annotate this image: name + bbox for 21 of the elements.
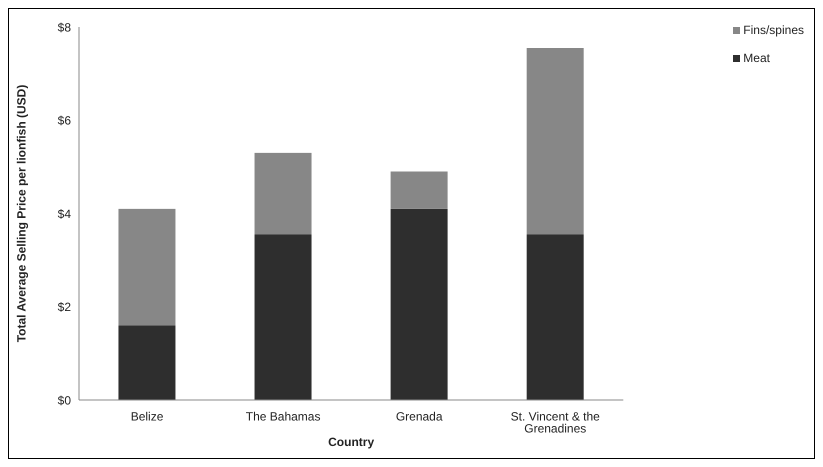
y-tick-label: $0 xyxy=(58,393,72,408)
bar xyxy=(118,325,176,400)
y-axis-title: Total Average Selling Price per lionfish (USD) xyxy=(14,84,28,342)
x-tick-label: The Bahamas xyxy=(246,410,320,424)
bar xyxy=(118,208,176,326)
x-tick-label: St. Vincent & the Grenadines xyxy=(510,410,600,436)
y-tick-label: $2 xyxy=(58,300,72,314)
bar xyxy=(254,152,312,234)
bar xyxy=(526,234,584,400)
bar xyxy=(390,208,448,400)
y-tick-label: $6 xyxy=(58,114,72,128)
y-tick-label: $8 xyxy=(58,20,72,34)
x-tick-label: Grenada xyxy=(396,410,443,424)
legend-label: Fins/spines xyxy=(743,23,804,37)
bar xyxy=(390,172,448,209)
x-tick-label: Belize xyxy=(130,410,164,424)
bar xyxy=(254,234,312,400)
x-axis-title: Country xyxy=(328,435,374,449)
legend-label: Meat xyxy=(743,51,770,65)
bar xyxy=(526,48,584,234)
y-tick-label: $4 xyxy=(58,206,72,221)
